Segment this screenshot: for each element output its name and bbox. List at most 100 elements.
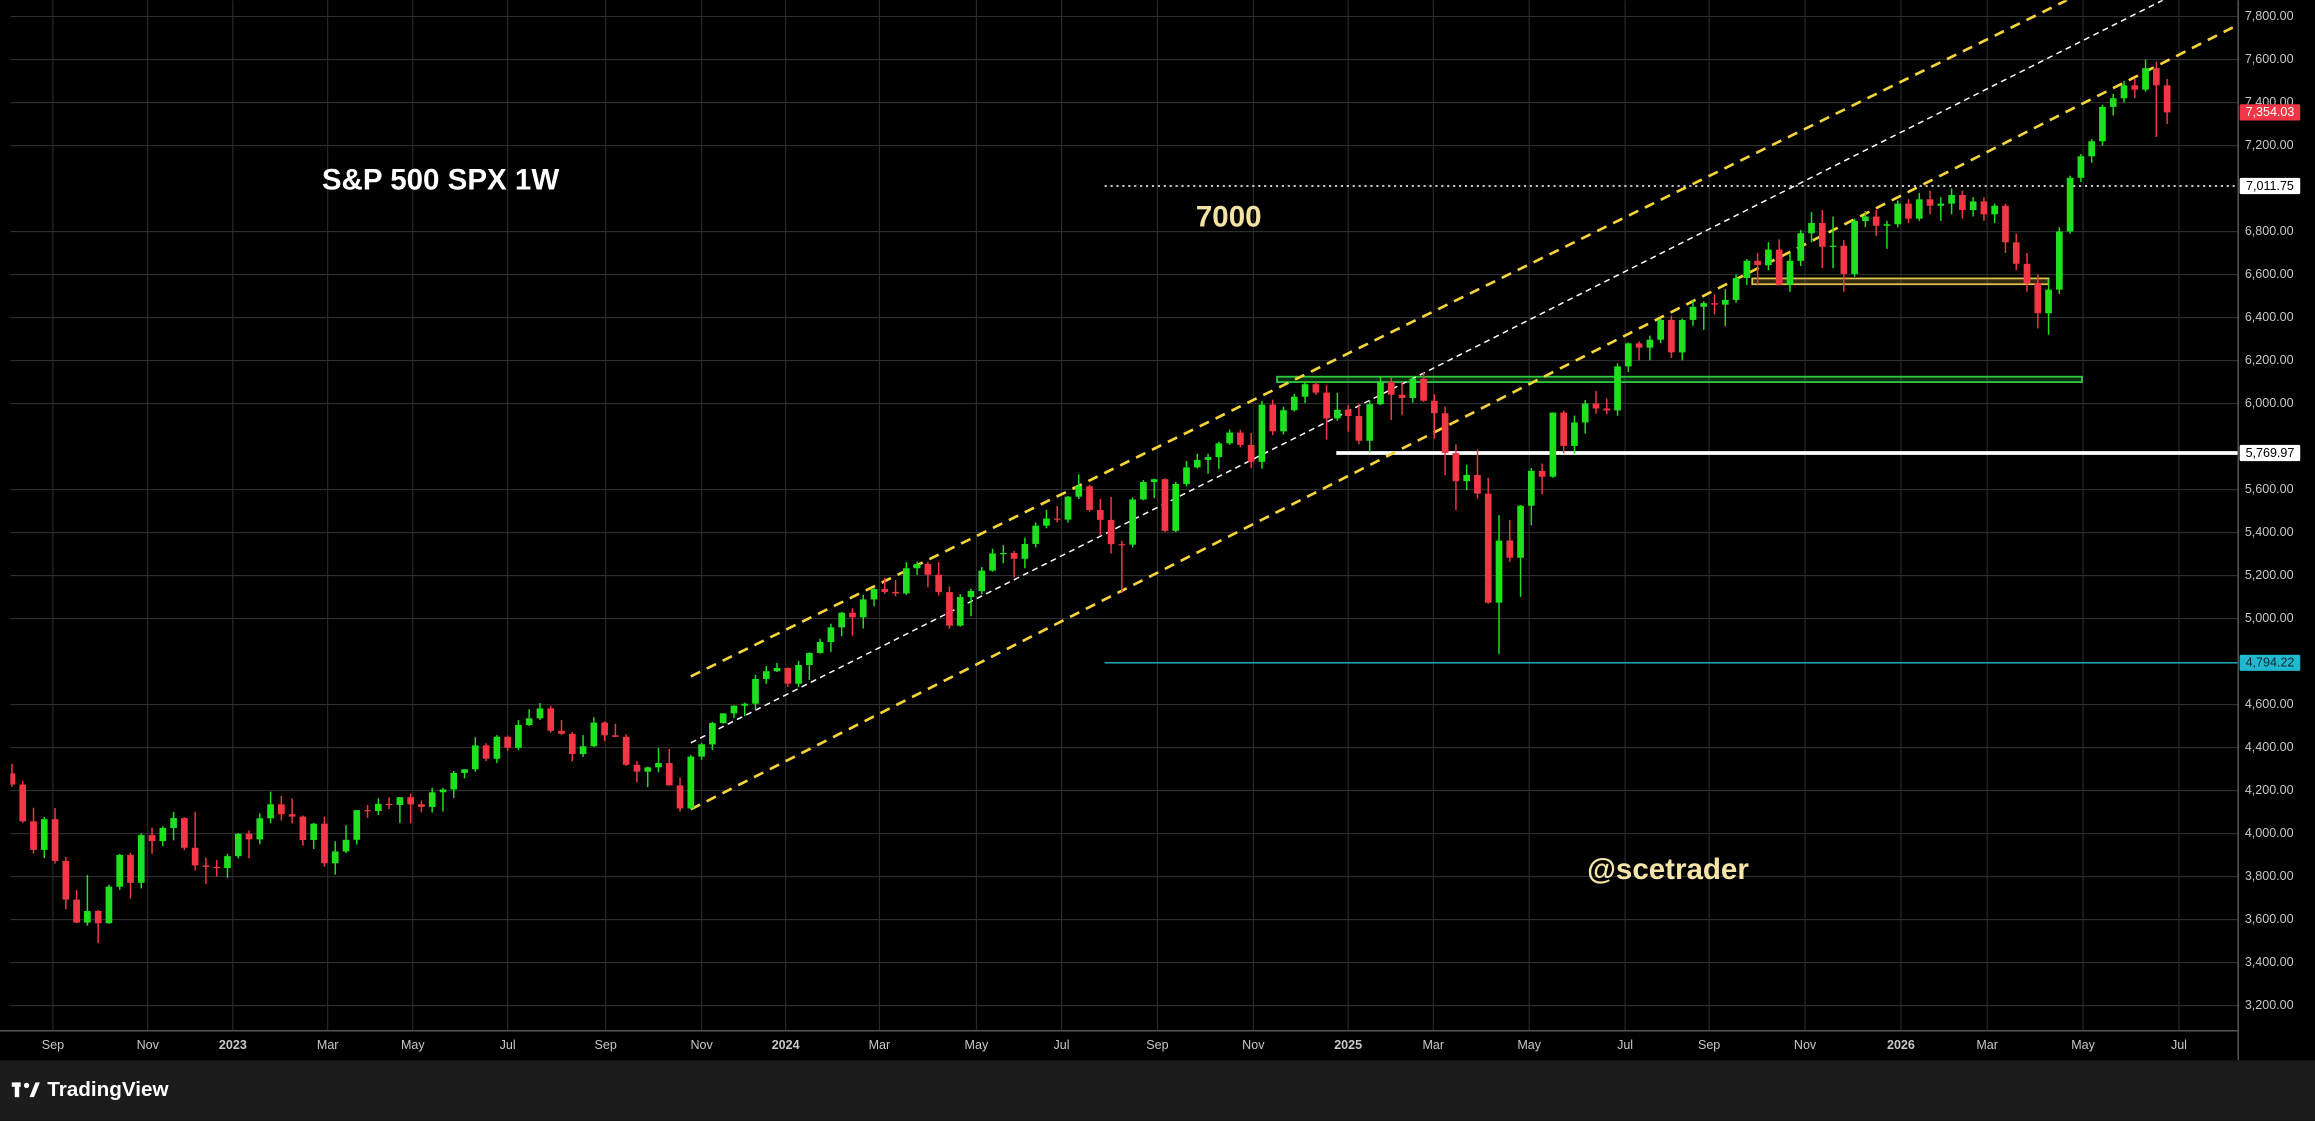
candle-body	[1808, 222, 1815, 234]
candle-body	[1506, 540, 1514, 558]
x-tick-label: Nov	[137, 1038, 160, 1052]
candle-body	[903, 568, 910, 594]
candle-body	[267, 804, 274, 819]
candle-body	[1678, 319, 1686, 353]
candle-body	[418, 804, 425, 807]
candle-body	[299, 816, 307, 841]
candle-body	[816, 642, 824, 653]
footer-bar	[0, 1060, 2315, 1121]
y-tick-label: 6,400.00	[2245, 310, 2294, 324]
brand-logo: TradingView	[11, 1078, 169, 1101]
candle-body	[946, 592, 953, 626]
candle-body	[1452, 453, 1460, 482]
candle-body	[1032, 525, 1039, 544]
candle-body	[1614, 366, 1621, 411]
candle-body	[364, 810, 371, 812]
candle-body	[234, 833, 242, 857]
candle-body	[2131, 85, 2139, 90]
candle-body	[1775, 249, 1783, 285]
y-tick-label: 6,600.00	[2245, 267, 2294, 281]
candle-body	[40, 819, 48, 850]
candle-body	[385, 803, 393, 806]
candle-body	[665, 763, 673, 786]
candle-body	[1226, 432, 1233, 444]
candle-body	[353, 810, 361, 840]
candle-body	[1657, 319, 1664, 340]
candle-body	[590, 722, 598, 747]
candle-body	[504, 736, 511, 748]
candle-body	[859, 599, 867, 618]
y-tick-label: 3,400.00	[2245, 955, 2294, 969]
candle-body	[116, 854, 124, 887]
candle-body	[1086, 486, 1093, 510]
candle-body	[1948, 195, 1955, 204]
candle-body	[1010, 552, 1018, 559]
candle-body	[709, 723, 716, 745]
candle-body	[1129, 499, 1136, 545]
candle-body	[1140, 482, 1147, 500]
x-tick-label: 2025	[1334, 1038, 1362, 1052]
y-tick-label: 3,600.00	[2245, 912, 2294, 926]
candle-body	[1894, 203, 1902, 225]
chart-title: S&P 500 SPX 1W	[322, 164, 559, 197]
candle-body	[967, 591, 975, 598]
candle-body	[547, 708, 555, 731]
candle-body	[1021, 543, 1029, 559]
y-tick-label: 5,000.00	[2245, 611, 2294, 625]
x-tick-label: Nov	[690, 1038, 713, 1052]
candle-body	[913, 563, 921, 569]
candle-body	[1969, 201, 1977, 211]
x-tick-label: May	[965, 1038, 989, 1052]
y-tick-label: 6,200.00	[2245, 353, 2294, 367]
candle-body	[1312, 384, 1320, 393]
x-tick-label: Jul	[1617, 1038, 1633, 1052]
candle-body	[849, 612, 856, 618]
candle-body	[148, 835, 156, 842]
candle-body	[2023, 263, 2031, 284]
x-tick-label: Jul	[1053, 1038, 1069, 1052]
candle-body	[1495, 540, 1503, 603]
candle-body	[159, 827, 167, 842]
candle-body	[1334, 409, 1341, 419]
candle-body	[1991, 205, 1999, 215]
candle-body	[2142, 68, 2149, 90]
candle-body	[1517, 505, 1524, 558]
candle-body	[62, 860, 70, 900]
candle-body	[601, 722, 608, 736]
candle-body	[331, 851, 339, 864]
candle-body	[1862, 216, 1869, 222]
zone	[1751, 277, 2050, 286]
candle-body	[838, 612, 846, 628]
candle-body	[1269, 404, 1277, 432]
x-tick-label: Sep	[595, 1038, 617, 1052]
candle-body	[1668, 319, 1675, 353]
candle-body	[461, 769, 468, 773]
candle-body	[1474, 474, 1481, 494]
candle-body	[256, 818, 264, 840]
x-tick-label: Nov	[1794, 1038, 1817, 1052]
candle-body	[1431, 400, 1438, 414]
candle-body	[1829, 245, 1837, 247]
candle-body	[439, 789, 447, 793]
x-tick-label: May	[401, 1038, 425, 1052]
candle-body	[1290, 396, 1298, 411]
candle-body	[1377, 381, 1384, 405]
candle-body	[773, 668, 781, 672]
candle-body	[407, 797, 414, 805]
candle-body	[676, 785, 684, 809]
candle-body	[655, 763, 662, 768]
candle-body	[2066, 177, 2074, 232]
candle-body	[191, 847, 199, 866]
candle-body	[310, 823, 318, 841]
candle-body	[1883, 224, 1891, 226]
y-tick-label: 4,000.00	[2245, 826, 2294, 840]
candle-body	[1959, 195, 1966, 211]
candle-body	[213, 866, 221, 869]
candle-body	[374, 803, 382, 811]
candle-body	[752, 678, 759, 704]
annotation: @scetrader	[1587, 853, 1749, 886]
price-tag-bg	[2239, 177, 2301, 195]
candle-body	[2099, 106, 2106, 142]
candle-body	[881, 589, 889, 592]
